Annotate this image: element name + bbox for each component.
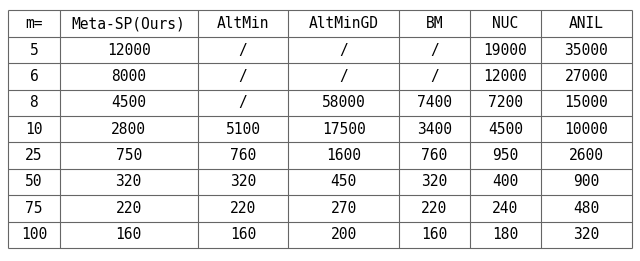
Text: 27000: 27000 — [564, 69, 608, 84]
Text: 10000: 10000 — [564, 122, 608, 137]
Text: 2600: 2600 — [569, 148, 604, 163]
Text: 270: 270 — [330, 201, 356, 216]
Text: 25: 25 — [25, 148, 43, 163]
Text: /: / — [239, 43, 248, 57]
Text: 17500: 17500 — [322, 122, 365, 137]
Text: m=: m= — [25, 16, 43, 31]
Text: 6: 6 — [29, 69, 38, 84]
Text: Meta-SP(Ours): Meta-SP(Ours) — [72, 16, 186, 31]
Text: 220: 220 — [421, 201, 447, 216]
Text: 160: 160 — [116, 227, 142, 242]
Text: 12000: 12000 — [107, 43, 150, 57]
Text: /: / — [339, 43, 348, 57]
Text: 220: 220 — [230, 201, 256, 216]
Text: 7200: 7200 — [488, 95, 523, 110]
Text: 100: 100 — [21, 227, 47, 242]
Text: 900: 900 — [573, 174, 600, 189]
Text: 750: 750 — [116, 148, 142, 163]
Text: 5100: 5100 — [225, 122, 260, 137]
Text: 1600: 1600 — [326, 148, 361, 163]
Text: 180: 180 — [492, 227, 518, 242]
Text: 450: 450 — [330, 174, 356, 189]
Text: AltMin: AltMin — [217, 16, 269, 31]
Text: 35000: 35000 — [564, 43, 608, 57]
Text: 75: 75 — [25, 201, 43, 216]
Text: 160: 160 — [230, 227, 256, 242]
Text: 19000: 19000 — [484, 43, 527, 57]
Text: 480: 480 — [573, 201, 600, 216]
Text: 4500: 4500 — [488, 122, 523, 137]
Text: 220: 220 — [116, 201, 142, 216]
Text: 200: 200 — [330, 227, 356, 242]
Text: 160: 160 — [421, 227, 447, 242]
Text: 950: 950 — [492, 148, 518, 163]
Text: /: / — [339, 69, 348, 84]
Text: 58000: 58000 — [322, 95, 365, 110]
Text: BM: BM — [426, 16, 443, 31]
Text: /: / — [239, 69, 248, 84]
Text: /: / — [239, 95, 248, 110]
Text: 8000: 8000 — [111, 69, 146, 84]
Text: 50: 50 — [25, 174, 43, 189]
Text: 7400: 7400 — [417, 95, 452, 110]
Text: 760: 760 — [421, 148, 447, 163]
Text: 320: 320 — [230, 174, 256, 189]
Text: 12000: 12000 — [484, 69, 527, 84]
Text: 320: 320 — [116, 174, 142, 189]
Text: 4500: 4500 — [111, 95, 146, 110]
Text: 400: 400 — [492, 174, 518, 189]
Text: ANIL: ANIL — [569, 16, 604, 31]
Text: 15000: 15000 — [564, 95, 608, 110]
Text: 320: 320 — [421, 174, 447, 189]
Text: NUC: NUC — [492, 16, 518, 31]
Text: 320: 320 — [573, 227, 600, 242]
Text: /: / — [430, 69, 439, 84]
Text: 3400: 3400 — [417, 122, 452, 137]
Text: 240: 240 — [492, 201, 518, 216]
Text: /: / — [430, 43, 439, 57]
Text: AltMinGD: AltMinGD — [308, 16, 379, 31]
Text: 760: 760 — [230, 148, 256, 163]
Text: 8: 8 — [29, 95, 38, 110]
Text: 2800: 2800 — [111, 122, 146, 137]
Text: 5: 5 — [29, 43, 38, 57]
Text: 10: 10 — [25, 122, 43, 137]
